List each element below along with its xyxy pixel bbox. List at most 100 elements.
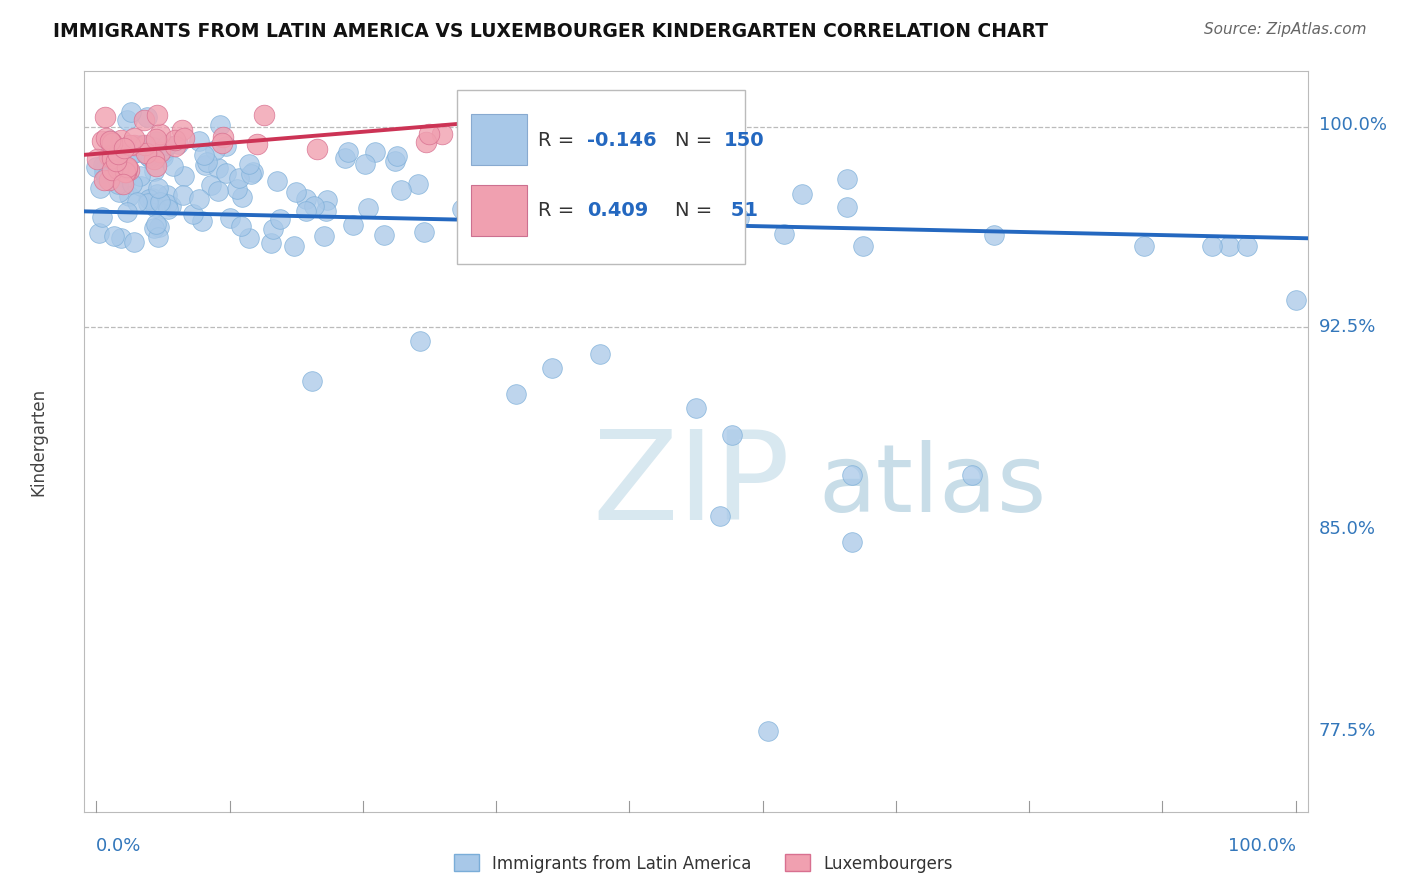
Point bbox=[195, 155, 218, 169]
Point bbox=[112, 141, 135, 155]
Point bbox=[136, 196, 159, 211]
FancyBboxPatch shape bbox=[471, 114, 527, 165]
Point bbox=[194, 158, 217, 172]
Text: Source: ZipAtlas.com: Source: ZipAtlas.com bbox=[1204, 22, 1367, 37]
Point bbox=[357, 201, 380, 215]
Point bbox=[149, 145, 172, 160]
Point bbox=[86, 152, 108, 166]
Point bbox=[841, 535, 863, 549]
Point bbox=[575, 209, 598, 223]
Point bbox=[240, 167, 263, 181]
Point bbox=[688, 195, 710, 210]
Point bbox=[301, 374, 323, 388]
Text: atlas: atlas bbox=[818, 440, 1046, 532]
Point bbox=[94, 110, 117, 124]
Point bbox=[132, 112, 155, 127]
Point bbox=[204, 143, 226, 157]
Point bbox=[115, 171, 138, 186]
Point bbox=[98, 144, 121, 158]
Point bbox=[143, 163, 166, 178]
Point bbox=[218, 211, 240, 226]
Text: 77.5%: 77.5% bbox=[1319, 722, 1376, 740]
Point bbox=[851, 239, 873, 253]
Point bbox=[295, 203, 318, 218]
Point bbox=[114, 164, 136, 178]
Point bbox=[188, 192, 211, 206]
Point bbox=[167, 136, 190, 151]
Point bbox=[315, 204, 337, 219]
Point bbox=[172, 123, 194, 137]
Point bbox=[141, 191, 163, 205]
Point bbox=[792, 187, 814, 202]
Point bbox=[159, 199, 181, 213]
Point bbox=[121, 178, 143, 192]
Point bbox=[156, 202, 179, 216]
Point bbox=[100, 136, 122, 150]
Point bbox=[149, 194, 172, 209]
Point bbox=[354, 157, 377, 171]
Point bbox=[129, 137, 152, 152]
Point bbox=[384, 154, 406, 169]
Point bbox=[129, 169, 152, 183]
Point bbox=[125, 195, 148, 210]
Point bbox=[115, 164, 138, 178]
Point bbox=[120, 104, 142, 119]
Point bbox=[122, 131, 145, 145]
Point bbox=[121, 146, 143, 161]
Point bbox=[312, 229, 335, 244]
Point bbox=[173, 169, 195, 184]
Point bbox=[181, 207, 204, 221]
Point bbox=[122, 138, 145, 153]
Point bbox=[146, 187, 169, 202]
Text: R =: R = bbox=[538, 131, 581, 150]
Text: R =: R = bbox=[538, 201, 581, 220]
Point bbox=[432, 127, 454, 141]
Point bbox=[90, 134, 112, 148]
Point bbox=[107, 146, 129, 161]
Point bbox=[1284, 293, 1306, 308]
Point bbox=[238, 230, 260, 244]
Legend: Immigrants from Latin America, Luxembourgers: Immigrants from Latin America, Luxembour… bbox=[447, 847, 959, 880]
Point bbox=[709, 213, 731, 227]
Point bbox=[121, 147, 143, 161]
Point bbox=[336, 145, 359, 159]
Point bbox=[385, 148, 408, 162]
Point bbox=[373, 227, 395, 242]
Text: 51: 51 bbox=[724, 201, 758, 220]
Point bbox=[143, 220, 166, 235]
Point bbox=[138, 193, 160, 207]
Point bbox=[117, 205, 139, 219]
Point bbox=[835, 200, 858, 214]
Point bbox=[620, 187, 643, 202]
Point bbox=[115, 161, 138, 175]
Point bbox=[87, 226, 110, 240]
Point bbox=[505, 387, 527, 401]
Point bbox=[191, 213, 214, 227]
Point bbox=[269, 211, 291, 226]
Point bbox=[246, 136, 269, 151]
Point bbox=[148, 220, 170, 235]
Point bbox=[658, 146, 681, 161]
Point bbox=[208, 118, 231, 132]
Point bbox=[118, 137, 141, 152]
Point bbox=[215, 166, 238, 180]
Text: N =: N = bbox=[675, 201, 718, 220]
Point bbox=[135, 146, 157, 161]
Point bbox=[136, 149, 159, 163]
Point bbox=[131, 138, 153, 153]
Point bbox=[491, 108, 513, 122]
Point bbox=[285, 185, 308, 199]
Point bbox=[983, 228, 1005, 243]
Point bbox=[589, 347, 612, 361]
Point bbox=[481, 137, 503, 152]
Point bbox=[98, 149, 121, 163]
Text: Kindergarten: Kindergarten bbox=[30, 387, 46, 496]
Point bbox=[104, 153, 127, 167]
Point bbox=[756, 723, 779, 738]
Point bbox=[413, 225, 436, 239]
Point bbox=[841, 468, 863, 483]
Point bbox=[215, 139, 238, 153]
Point bbox=[98, 152, 121, 166]
Point bbox=[86, 161, 108, 175]
Point bbox=[470, 132, 492, 146]
